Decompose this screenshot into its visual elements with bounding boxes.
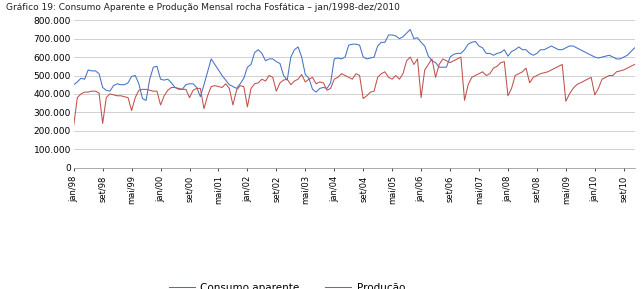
Line: Produção: Produção xyxy=(74,57,635,125)
Consumo aparente xyxy=(70,83,78,86)
Consumo aparente xyxy=(305,77,313,80)
Produção xyxy=(301,80,309,84)
Produção xyxy=(631,63,638,66)
Line: Consumo aparente: Consumo aparente xyxy=(74,29,635,100)
Consumo aparente xyxy=(529,53,537,57)
Produção xyxy=(526,81,533,85)
Produção xyxy=(211,84,219,87)
Consumo aparente xyxy=(464,42,472,46)
Produção xyxy=(461,99,469,102)
Produção xyxy=(279,78,287,82)
Produção xyxy=(406,55,414,59)
Text: Gráfico 19: Consumo Aparente e Produção Mensal rocha Fosfática – jan/1998-dez/20: Gráfico 19: Consumo Aparente e Produção … xyxy=(6,3,400,12)
Consumo aparente xyxy=(631,46,638,50)
Consumo aparente xyxy=(406,28,414,31)
Produção xyxy=(403,59,410,62)
Produção xyxy=(70,123,78,127)
Legend: Consumo aparente, Produção: Consumo aparente, Produção xyxy=(165,279,409,289)
Consumo aparente xyxy=(410,37,418,40)
Consumo aparente xyxy=(215,68,222,72)
Consumo aparente xyxy=(142,99,150,102)
Consumo aparente xyxy=(283,78,291,82)
